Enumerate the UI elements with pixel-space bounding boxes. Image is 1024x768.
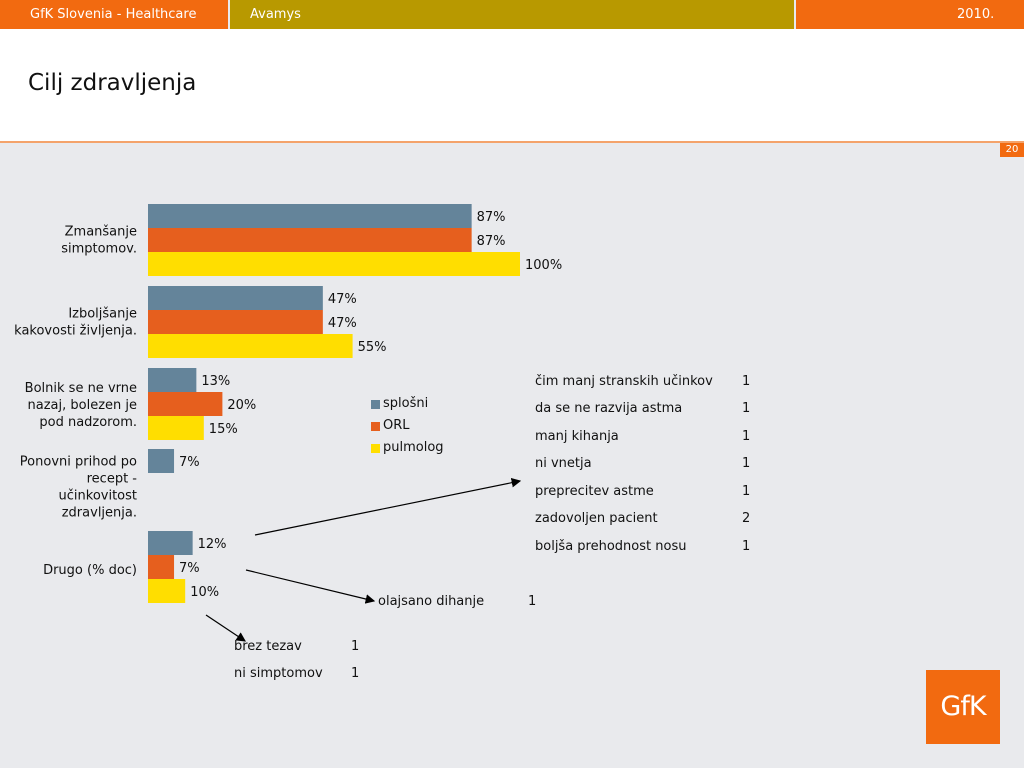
data-label: 87% (477, 234, 506, 249)
bar (148, 392, 223, 416)
note-label: boljša prehodnost nosu (535, 539, 687, 554)
category-label: simptomov. (61, 242, 137, 257)
data-label: 47% (328, 292, 357, 307)
category-label: pod nadzorom. (39, 415, 137, 430)
category-label: Bolnik se ne vrne (25, 381, 137, 396)
note-label: ni simptomov (234, 666, 323, 681)
category-label: zdravljenja. (62, 506, 137, 521)
category-label: Zmanšanje (65, 225, 137, 240)
header-center-block (230, 0, 794, 29)
data-label: 13% (201, 374, 230, 389)
note-label: manj kihanja (535, 429, 619, 444)
note-label: brez tezav (234, 639, 302, 654)
data-label: 87% (477, 210, 506, 225)
note-count: 1 (742, 539, 751, 554)
header-left-block (0, 0, 228, 29)
data-label: 100% (525, 258, 562, 273)
bar (148, 449, 175, 473)
header-bar: GfK Slovenia - Healthcare Avamys 2010. (0, 0, 1024, 29)
legend-swatch-orl (371, 422, 380, 431)
header-right-block (796, 0, 1024, 29)
category-label: nazaj, bolezen je (28, 398, 138, 413)
data-label: 10% (190, 585, 219, 600)
category-label: Ponovni prihod po (20, 455, 137, 470)
note-label: ni vnetja (535, 456, 592, 471)
bar (148, 368, 197, 392)
data-label: 47% (328, 316, 357, 331)
data-label: 7% (179, 455, 200, 470)
note-count: 2 (742, 511, 751, 526)
data-label: 7% (179, 561, 200, 576)
bar (148, 555, 175, 579)
category-label: kakovosti življenja. (14, 324, 137, 339)
header-company: GfK Slovenia - Healthcare (30, 7, 197, 22)
note-label: preprecitev astme (535, 484, 654, 499)
note-count: 1 (742, 456, 751, 471)
page-number: 20 (1000, 143, 1024, 157)
gfk-logo: GfK (926, 670, 1000, 744)
legend-swatch-splosni (371, 400, 380, 409)
note-count: 1 (742, 429, 751, 444)
bar (148, 531, 193, 555)
bar (148, 252, 520, 276)
category-label: Izboljšanje (68, 307, 137, 322)
bar (148, 310, 323, 334)
bar (148, 286, 323, 310)
category-labels: Zmanšanje simptomov. Izboljšanje kakovosti … (14, 225, 137, 579)
header-year: 2010. (957, 7, 995, 22)
category-label: učinkovitost (59, 489, 137, 504)
bars-layer: 87%87%100%47%47%55%13%20%15%7%12%7%10% (148, 204, 562, 603)
header-product: Avamys (250, 7, 301, 22)
bar (148, 416, 204, 440)
arrow-to-olajsano (245, 569, 376, 604)
bar (148, 228, 472, 252)
legend-swatch-pulmolog (371, 444, 380, 453)
data-label: 20% (227, 398, 256, 413)
note-count: 1 (742, 401, 751, 416)
data-label: 15% (209, 422, 238, 437)
bar (148, 204, 472, 228)
note-count: 1 (351, 639, 360, 654)
note-count: 1 (742, 374, 751, 389)
legend-label-splosni: splošni (383, 396, 429, 411)
note-count-olajsano: 1 (528, 594, 537, 609)
page-title: Cilj zdravljenja (28, 70, 197, 96)
note-label-olajsano: olajsano dihanje (378, 594, 485, 609)
note-label: da se ne razvija astma (535, 401, 683, 416)
note-count: 1 (742, 484, 751, 499)
title-area: Cilj zdravljenja (0, 29, 1024, 143)
arrow-to-bottom-table (205, 614, 246, 642)
data-label: 55% (358, 340, 387, 355)
category-label: Drugo (% doc) (43, 563, 137, 578)
note-label: zadovoljen pacient (535, 511, 658, 526)
arrow-to-right-table (254, 477, 522, 536)
data-label: 12% (198, 537, 227, 552)
note-label: čim manj stranskih učinkov (535, 374, 713, 389)
note-count: 1 (351, 666, 360, 681)
bar (148, 579, 186, 603)
category-label: recept - (87, 472, 138, 487)
legend-label-orl: ORL (383, 418, 410, 433)
legend-label-pulmolog: pulmolog (383, 440, 444, 455)
bar (148, 334, 353, 358)
